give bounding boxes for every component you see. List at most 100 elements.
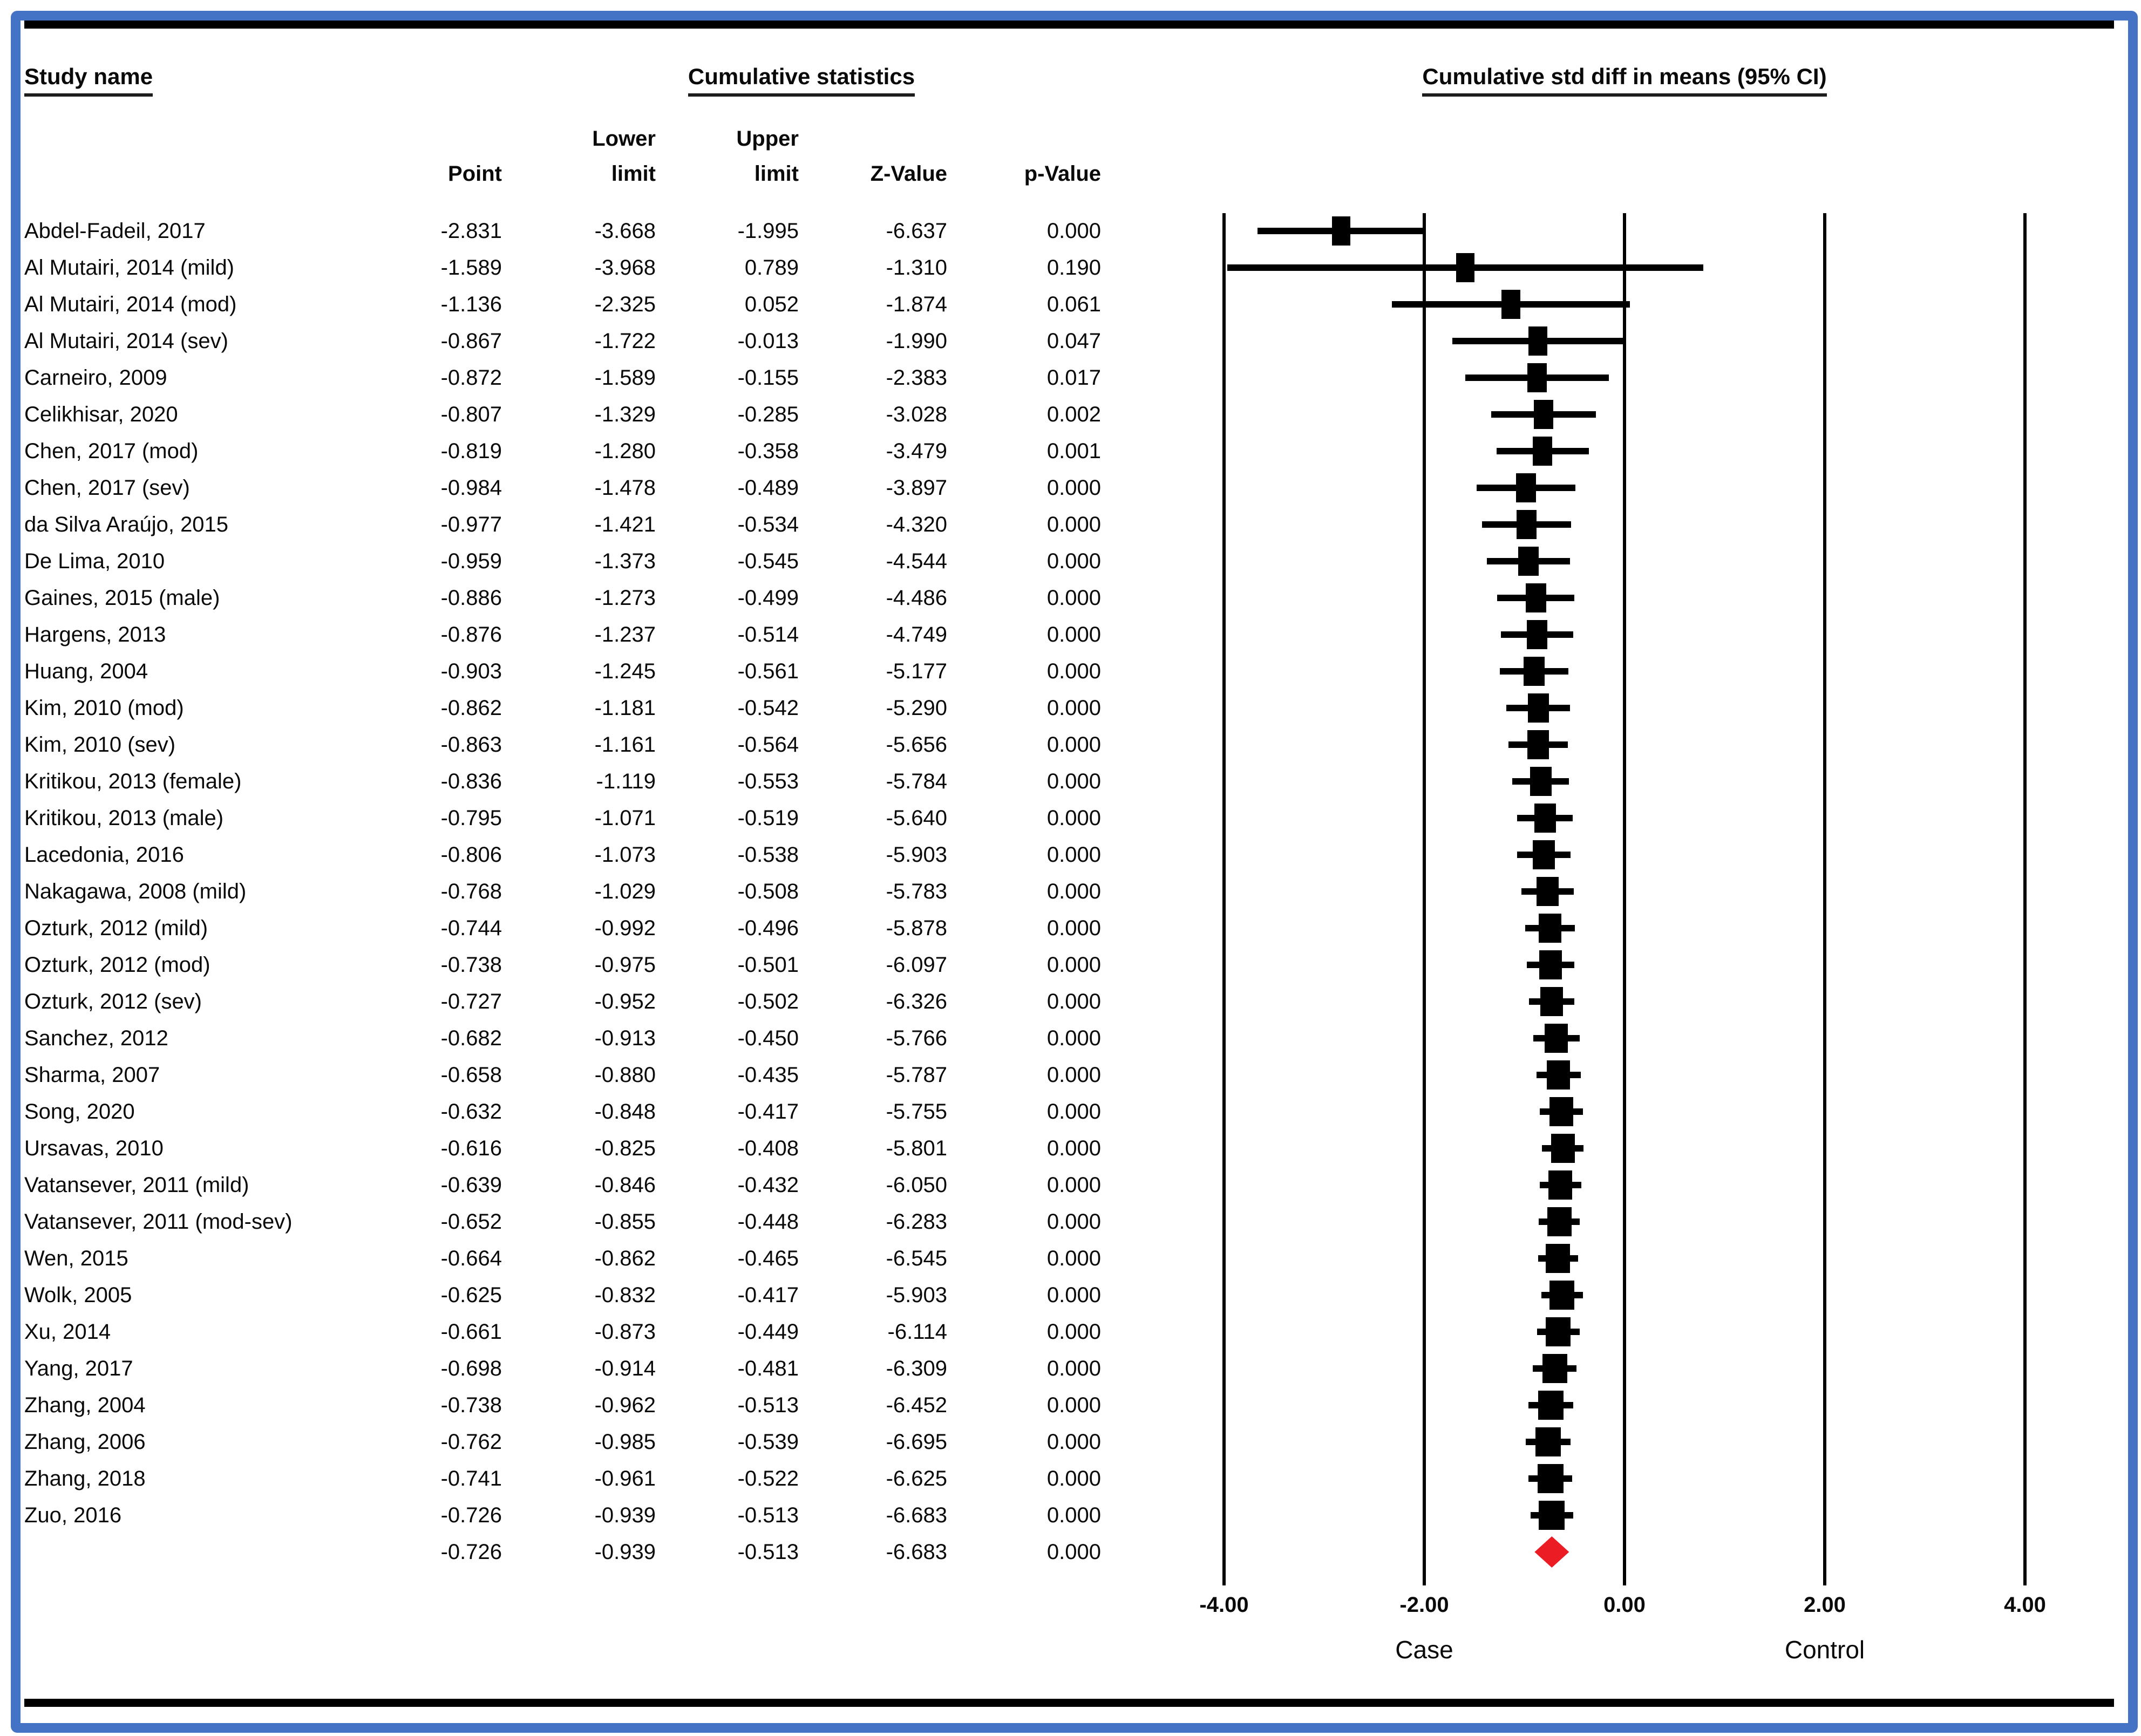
z-value-cell: -6.326 [886,990,947,1013]
p-value-cell: 0.000 [1046,1210,1101,1234]
lower-limit-cell: -1.245 [594,659,656,683]
point-estimate-marker [1544,1024,1568,1053]
study-name-cell: Al Mutairi, 2014 (mod) [24,292,237,316]
point-cell: -0.876 [440,623,502,646]
lower-limit-cell: -0.985 [594,1430,656,1454]
study-name-cell: Ozturk, 2012 (sev) [24,990,202,1013]
col-header-upper-limit: limit [754,162,799,186]
table-row: Wolk, 2005 -0.625 -0.832 -0.417 -5.903 0.000 [0,1277,1133,1313]
z-value-cell: -5.784 [886,770,947,793]
point-estimate-marker [1551,1134,1575,1163]
point-cell: -0.984 [440,476,502,500]
p-value-cell: 0.000 [1046,1430,1101,1454]
point-estimate-marker [1517,510,1537,539]
axis-tick-4 [2023,1565,2027,1585]
table-row: Yang, 2017 -0.698 -0.914 -0.481 -6.309 0.000 [0,1350,1133,1387]
col-header-lower: Lower [592,127,656,151]
point-estimate-marker [1537,1464,1564,1493]
point-cell: -0.652 [440,1210,502,1234]
upper-limit-cell: -0.408 [737,1136,799,1160]
table-row: Zuo, 2016 -0.726 -0.939 -0.513 -6.683 0.000 [0,1497,1133,1534]
p-value-cell: 0.000 [1046,1173,1101,1197]
lower-limit-cell: -0.913 [594,1026,656,1050]
point-estimate-marker [1534,804,1556,833]
point-estimate-marker [1546,1244,1571,1273]
axis-tick-label: 4.00 [2004,1593,2046,1617]
table-row: Xu, 2014 -0.661 -0.873 -0.449 -6.114 0.000 [0,1313,1133,1350]
point-estimate-marker [1547,1060,1571,1090]
study-name-cell: Al Mutairi, 2014 (sev) [24,329,228,353]
point-estimate-marker [1547,1207,1572,1236]
point-cell: -0.836 [440,770,502,793]
lower-limit-cell: -0.873 [594,1320,656,1344]
gridline--2 [1423,213,1426,1565]
point-estimate-marker [1532,840,1555,869]
upper-limit-cell: -0.542 [737,696,799,720]
study-name-cell: Xu, 2014 [24,1320,111,1344]
table-row: Zhang, 2006 -0.762 -0.985 -0.539 -6.695 0.000 [0,1424,1133,1460]
table-row: Carneiro, 2009 -0.872 -1.589 -0.155 -2.383 0.… [0,359,1133,396]
point-cell: -0.977 [440,513,502,536]
upper-limit-cell: -0.496 [737,916,799,940]
z-value-cell: -6.695 [886,1430,947,1454]
z-value-cell: -6.283 [886,1210,947,1234]
point-cell: -0.744 [440,916,502,940]
upper-limit-cell: -0.285 [737,403,799,426]
point-cell: -0.661 [440,1320,502,1344]
axis-tick-label: 0.00 [1603,1593,1646,1617]
study-name-cell: Gaines, 2015 (male) [24,586,220,610]
upper-limit-cell: -0.501 [737,953,799,977]
study-name-cell: Song, 2020 [24,1100,135,1124]
table-row: Vatansever, 2011 (mild) -0.639 -0.846 -0.43… [0,1167,1133,1203]
lower-limit-cell: -0.846 [594,1173,656,1197]
upper-limit-cell: -0.417 [737,1100,799,1124]
upper-limit-cell: -1.995 [737,219,799,243]
point-cell: -0.726 [440,1503,502,1527]
point-estimate-marker [1548,1170,1573,1200]
point-estimate-marker [1546,1317,1571,1346]
point-cell: -0.727 [440,990,502,1013]
p-value-cell: 0.000 [1046,586,1101,610]
upper-limit-cell: -0.514 [737,623,799,646]
table-row: Wen, 2015 -0.664 -0.862 -0.465 -6.545 0.000 [0,1240,1133,1277]
table-row: Kim, 2010 (sev) -0.863 -1.161 -0.564 -5.656 0… [0,726,1133,763]
p-value-cell: 0.000 [1046,733,1101,757]
point-cell: -0.806 [440,843,502,867]
p-value-cell: 0.000 [1046,623,1101,646]
upper-limit-cell: -0.539 [737,1430,799,1454]
study-name-cell: Abdel-Fadeil, 2017 [24,219,206,243]
lower-limit-cell: -1.722 [594,329,656,353]
upper-limit-cell: 0.052 [744,292,799,316]
table-row: Vatansever, 2011 (mod-sev) -0.652 -0.855 -0… [0,1203,1133,1240]
z-value-cell: -3.479 [886,439,947,463]
lower-limit-cell: -1.589 [594,366,656,390]
table-row: Chen, 2017 (sev) -0.984 -1.478 -0.489 -3.897… [0,469,1133,506]
upper-limit-cell: -0.513 [737,1540,799,1564]
upper-limit-cell: -0.564 [737,733,799,757]
upper-limit-cell: -0.435 [737,1063,799,1087]
table-row: Al Mutairi, 2014 (mild) -1.589 -3.968 0.789… [0,249,1133,286]
point-estimate-marker [1523,657,1545,686]
p-value-cell: 0.000 [1046,1357,1101,1380]
p-value-cell: 0.000 [1046,1100,1101,1124]
lower-limit-cell: -0.975 [594,953,656,977]
table-row: Ozturk, 2012 (mild) -0.744 -0.992 -0.496 -5.… [0,910,1133,947]
study-name-cell: Wolk, 2005 [24,1283,132,1307]
table-row: Sharma, 2007 -0.658 -0.880 -0.435 -5.787 0.00… [0,1057,1133,1093]
p-value-cell: 0.000 [1046,659,1101,683]
study-name-cell: Carneiro, 2009 [24,366,167,390]
z-value-cell: -1.990 [886,329,947,353]
upper-limit-cell: -0.561 [737,659,799,683]
study-name-cell: Zhang, 2018 [24,1467,146,1490]
point-estimate-marker [1549,1097,1573,1126]
p-value-cell: 0.000 [1046,1540,1101,1564]
point-cell: -0.959 [440,549,502,573]
col-header-p-value: p-Value [1024,162,1101,186]
point-cell: -0.632 [440,1100,502,1124]
upper-limit-cell: -0.449 [737,1320,799,1344]
plot-title: Cumulative std diff in means (95% CI) [1224,64,2025,97]
p-value-cell: 0.000 [1046,513,1101,536]
z-value-cell: -5.640 [886,806,947,830]
upper-limit-cell: -0.013 [737,329,799,353]
p-value-cell: 0.047 [1046,329,1101,353]
